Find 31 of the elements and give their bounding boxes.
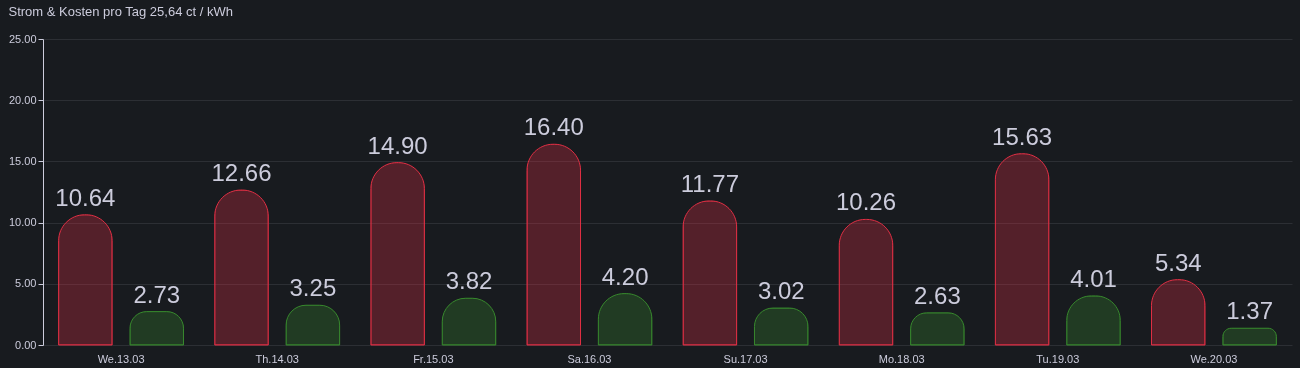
x-tick-label: Mo.18.03 bbox=[878, 352, 925, 365]
data-label: 15.63 bbox=[992, 122, 1053, 150]
x-tick-label: We.20.03 bbox=[1190, 352, 1238, 365]
data-label: 12.66 bbox=[211, 159, 272, 187]
data-label: 1.37 bbox=[1226, 297, 1273, 325]
y-tick-label: 10.00 bbox=[8, 216, 37, 229]
data-label: 5.34 bbox=[1154, 248, 1202, 276]
x-tick-label: Th.14.03 bbox=[255, 352, 299, 365]
data-label: 11.77 bbox=[680, 169, 740, 197]
x-tick-label: Tu.19.03 bbox=[1036, 352, 1080, 365]
data-label: 2.73 bbox=[133, 280, 181, 308]
data-label: 10.26 bbox=[835, 188, 897, 216]
data-label: 2.63 bbox=[914, 281, 961, 309]
x-tick-label: Su.17.03 bbox=[723, 352, 768, 365]
data-label: 4.20 bbox=[601, 262, 649, 290]
x-tick-label: Fr.15.03 bbox=[413, 352, 454, 365]
data-label: 16.40 bbox=[523, 113, 584, 141]
data-label: 4.01 bbox=[1070, 264, 1117, 292]
y-tick-label: 5.00 bbox=[15, 277, 37, 290]
y-tick-label: 0.00 bbox=[15, 338, 37, 351]
x-tick-label: We.13.03 bbox=[97, 352, 145, 365]
y-tick-label: 15.00 bbox=[8, 154, 37, 167]
data-label: 14.90 bbox=[367, 131, 428, 159]
y-tick-label: 20.00 bbox=[8, 93, 37, 106]
x-tick-label: Sa.16.03 bbox=[567, 352, 612, 365]
data-label: 10.64 bbox=[55, 183, 116, 211]
data-label: 3.02 bbox=[757, 277, 805, 305]
chart-title: Strom & Kosten pro Tag 25,64 ct / kWh bbox=[8, 4, 233, 19]
data-label: 3.82 bbox=[445, 267, 493, 295]
y-tick-label: 25.00 bbox=[8, 32, 37, 45]
data-label: 3.25 bbox=[289, 274, 337, 302]
